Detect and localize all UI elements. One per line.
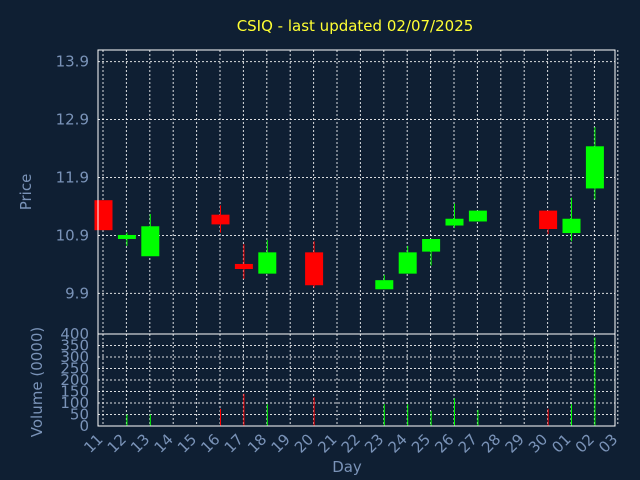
candle-body xyxy=(211,214,230,225)
candle-body xyxy=(445,218,464,226)
price-axis-label: Price xyxy=(17,174,35,211)
day-tick-label: 03 xyxy=(595,430,621,456)
day-tick-label: 12 xyxy=(104,430,130,456)
day-tick-label: 26 xyxy=(431,430,457,456)
day-tick-label: 27 xyxy=(455,430,481,456)
candle-body xyxy=(585,146,604,189)
day-tick-label: 18 xyxy=(244,430,270,456)
volume-axis-label: Volume (0000) xyxy=(28,327,46,437)
day-tick-label: 16 xyxy=(197,430,223,456)
day-tick-labels: 1112131415161718192021222324252627282930… xyxy=(80,430,621,456)
candle-body xyxy=(234,263,253,270)
candle-body xyxy=(117,234,136,239)
volume-grid xyxy=(98,334,619,426)
day-tick-label: 19 xyxy=(268,430,294,456)
day-tick-label: 30 xyxy=(525,430,551,456)
day-tick-label: 25 xyxy=(408,430,434,456)
candle-body xyxy=(94,200,113,231)
candle-body xyxy=(398,252,417,274)
price-grid xyxy=(98,50,619,334)
volume-tick-label: 300 xyxy=(60,348,89,366)
volume-tick-label: 350 xyxy=(60,337,89,355)
candle-body xyxy=(305,252,324,286)
chart-title: CSIQ - last updated 02/07/2025 xyxy=(237,17,474,35)
day-tick-label: 14 xyxy=(151,430,177,456)
day-tick-label: 21 xyxy=(314,430,340,456)
x-axis-label: Day xyxy=(332,458,362,476)
price-candles xyxy=(94,127,604,290)
volume-tick-label: 250 xyxy=(60,360,89,378)
price-tick-label: 12.9 xyxy=(56,111,89,129)
day-tick-label: 02 xyxy=(572,430,598,456)
candle-body xyxy=(539,210,558,230)
day-tick-label: 28 xyxy=(478,430,504,456)
volume-tick-label: 200 xyxy=(60,371,89,389)
day-tick-label: 20 xyxy=(291,430,317,456)
volume-plot-frame xyxy=(97,333,616,427)
candle-body xyxy=(422,239,441,252)
volume-tick-label: 100 xyxy=(60,394,89,412)
volume-bars xyxy=(126,337,596,426)
day-tick-label: 01 xyxy=(548,430,574,456)
candle-body xyxy=(562,218,581,234)
volume-tick-label: 50 xyxy=(70,406,89,424)
candle-body xyxy=(258,252,277,274)
volume-tick-label: 400 xyxy=(60,325,89,343)
price-tick-label: 13.9 xyxy=(56,53,89,71)
day-tick-label: 13 xyxy=(127,430,153,456)
day-tick-label: 17 xyxy=(221,430,247,456)
day-tick-label: 23 xyxy=(361,430,387,456)
price-tick-label: 11.9 xyxy=(56,169,89,187)
volume-tick-label: 150 xyxy=(60,383,89,401)
volume-tick-label: 0 xyxy=(79,417,89,435)
price-plot-frame xyxy=(97,49,616,335)
candle-body xyxy=(375,280,394,290)
day-tick-label: 24 xyxy=(385,430,411,456)
day-tick-label: 29 xyxy=(502,430,528,456)
day-tick-label: 22 xyxy=(338,430,364,456)
price-tick-label: 10.9 xyxy=(56,226,89,244)
candle-body xyxy=(141,226,160,257)
day-tick-label: 15 xyxy=(174,430,200,456)
candle-body xyxy=(468,210,487,222)
price-tick-label: 9.9 xyxy=(65,284,89,302)
price-tick-labels: 9.9 10.9 11.9 12.9 13.9 xyxy=(56,53,89,303)
